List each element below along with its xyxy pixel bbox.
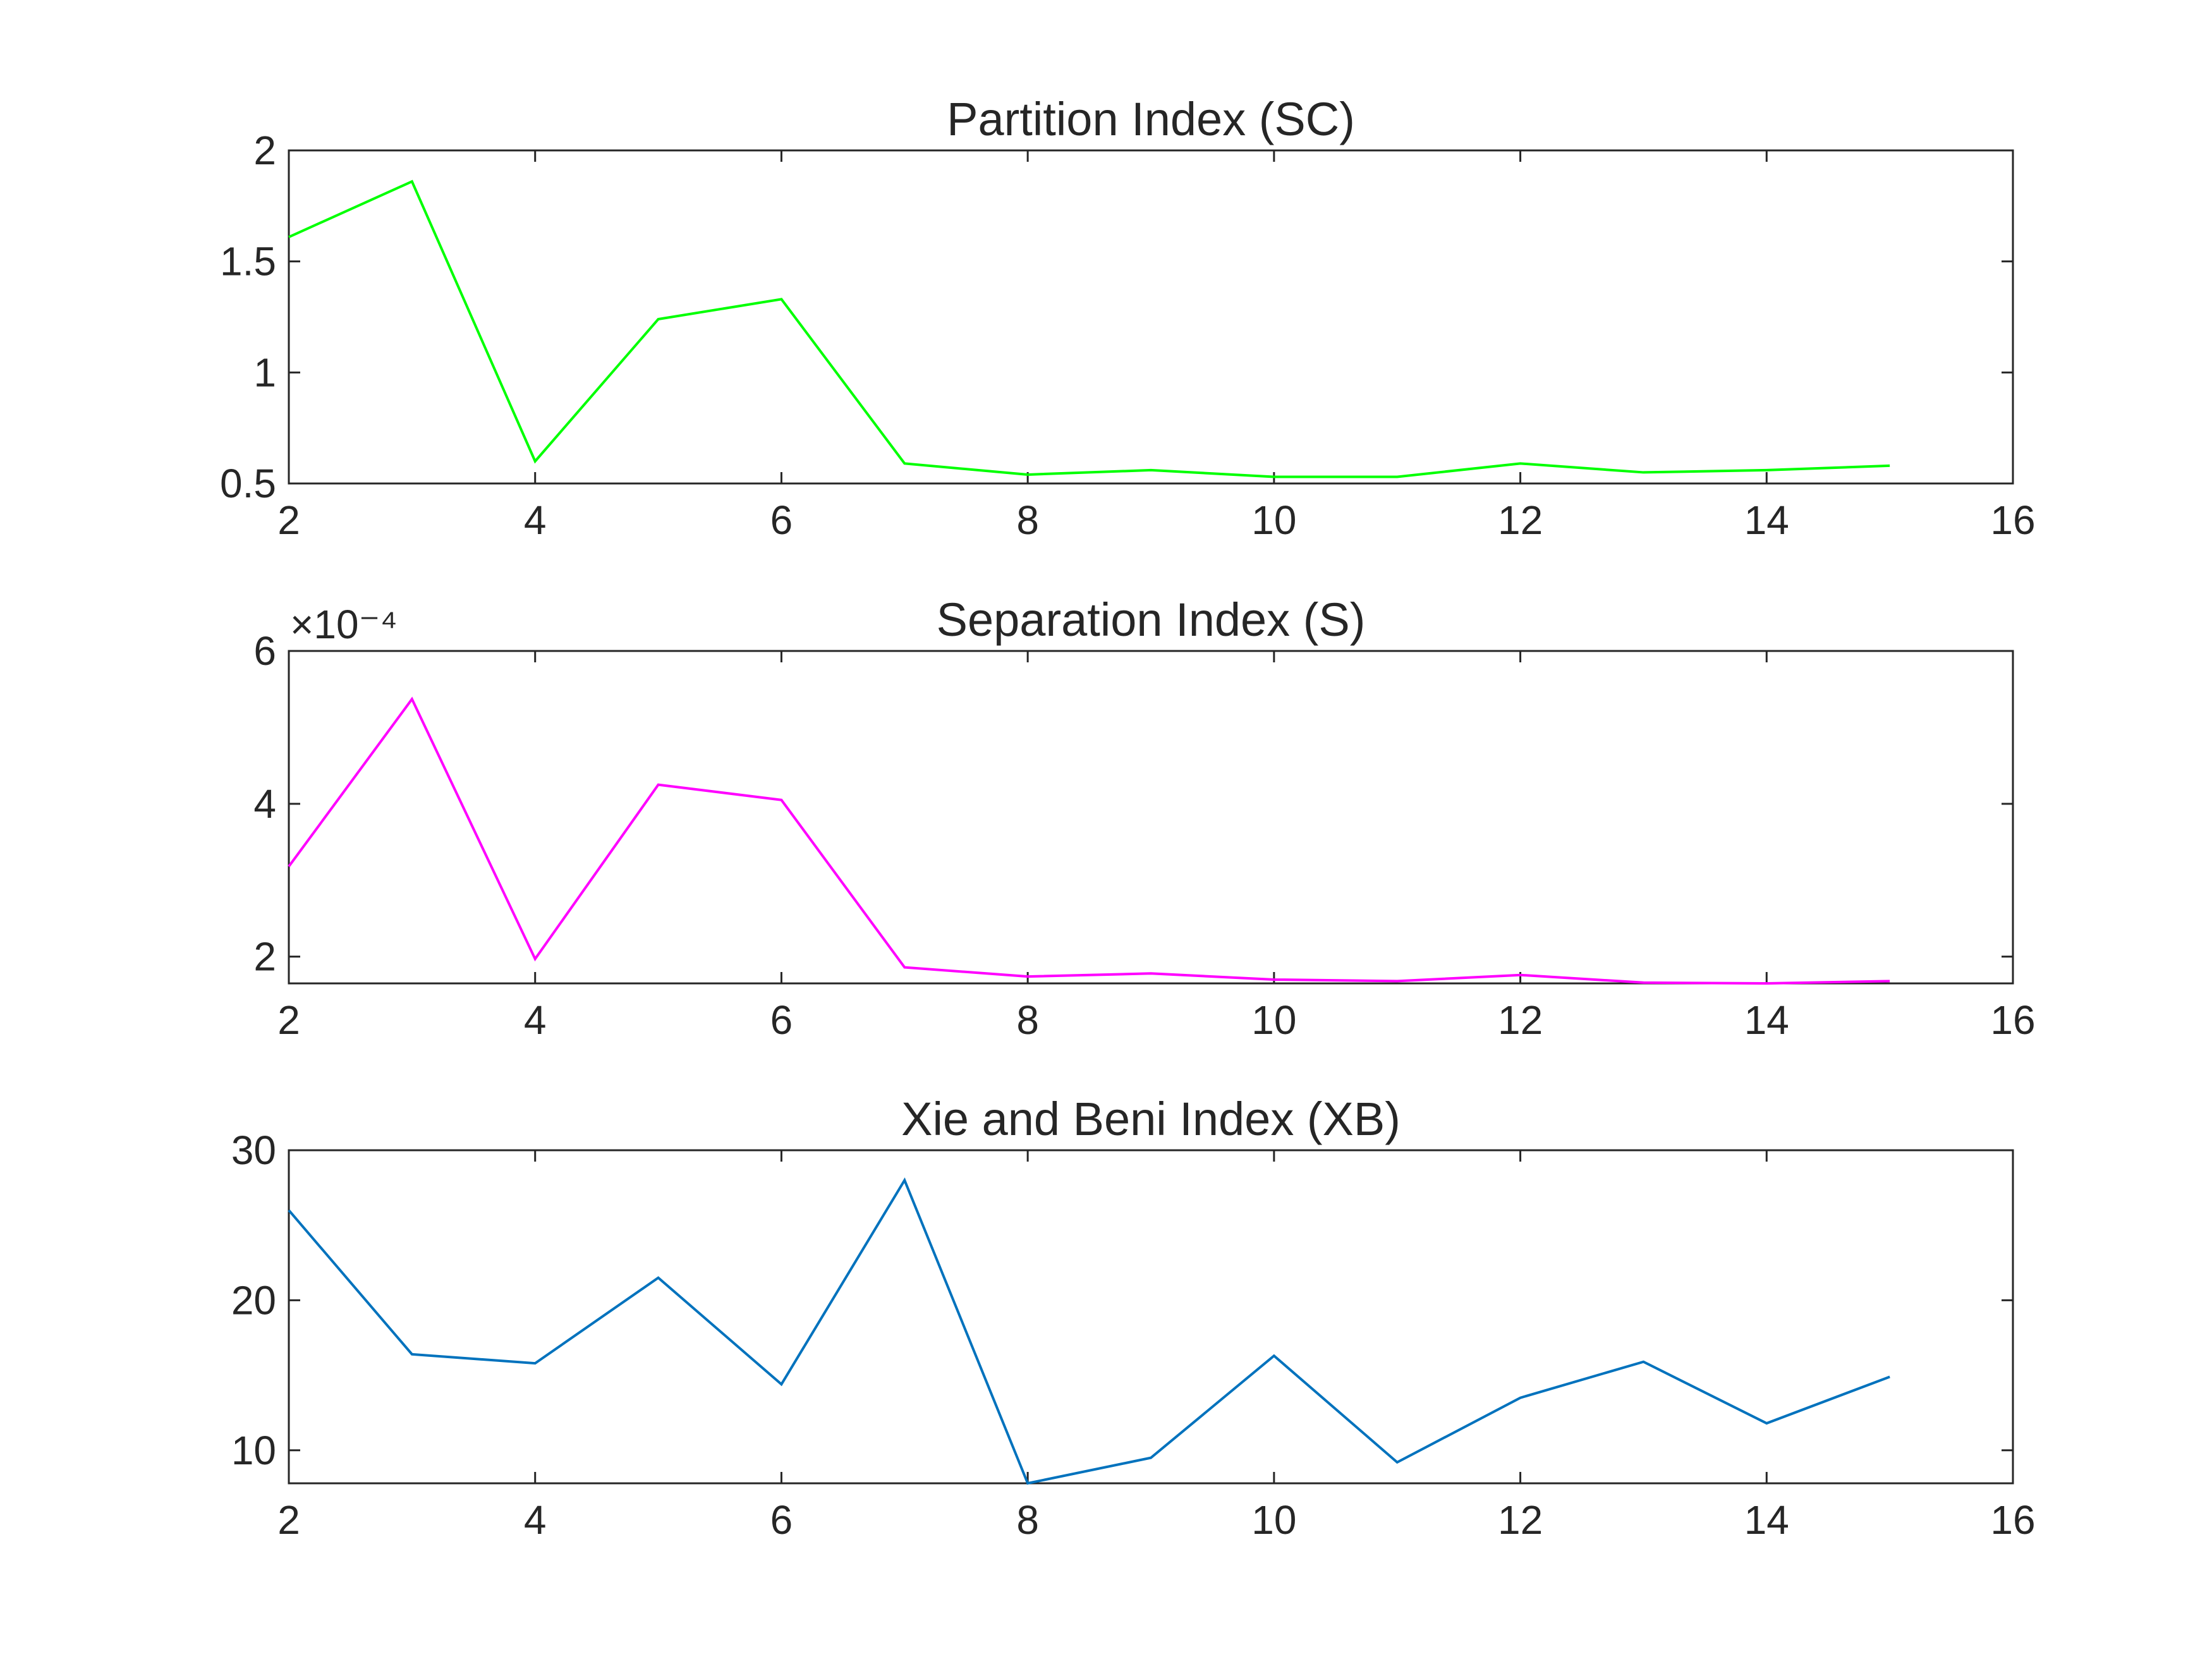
x-tick-label: 10 — [1251, 497, 1296, 543]
y-tick-label: 4 — [253, 781, 276, 827]
y-tick-label: 1.5 — [220, 239, 276, 284]
x-tick-label: 16 — [1990, 997, 2035, 1043]
x-tick-label: 10 — [1251, 1497, 1296, 1543]
x-tick-label: 14 — [1744, 497, 1789, 543]
x-tick-label: 12 — [1498, 997, 1543, 1043]
axes-frame — [288, 1149, 2014, 1485]
subplot-title: Separation Index (S) — [937, 593, 1366, 646]
y-tick-label: 1 — [253, 349, 276, 395]
x-tick-label: 8 — [1016, 497, 1039, 543]
y-tick-label: 2 — [253, 934, 276, 980]
x-tick-label: 6 — [770, 997, 793, 1043]
subplot-3: 2 4 6 8 10 12 14 16 10 20 30 Xie and Beni Index (XB… — [231, 1093, 2036, 1543]
x-tick-label: 6 — [770, 497, 793, 543]
axes-frame — [288, 149, 2014, 485]
series-line — [288, 696, 1890, 985]
x-tick-label: 8 — [1016, 1497, 1039, 1543]
subplot-2: 2 4 6 8 10 12 14 16 2 4 6 Separation Index (S) ×10⁻⁴ — [253, 593, 2035, 1043]
y-tick-label: 20 — [231, 1277, 276, 1323]
y-exponent-label: ×10⁻⁴ — [290, 602, 398, 647]
x-tick-label: 14 — [1744, 997, 1789, 1043]
axes-frame — [288, 650, 2014, 985]
x-tick-label: 12 — [1498, 497, 1543, 543]
y-tick-label: 10 — [231, 1428, 276, 1473]
subplot-title: Xie and Beni Index (XB) — [901, 1093, 1401, 1145]
subplot-title: Partition Index (SC) — [947, 93, 1355, 145]
y-tick-label: 2 — [253, 128, 276, 173]
y-tick-label: 30 — [231, 1127, 276, 1173]
x-tick-label: 16 — [1990, 497, 2035, 543]
y-tick-label: 0.5 — [220, 461, 276, 506]
x-tick-label: 16 — [1990, 1497, 2035, 1543]
x-tick-label: 6 — [770, 1497, 793, 1543]
x-tick-label: 2 — [277, 997, 300, 1043]
subplot-1: 2 4 6 8 10 12 14 16 0.5 1 1.5 2 Partition Index (SC) — [220, 93, 2036, 543]
x-tick-label: 14 — [1744, 1497, 1789, 1543]
x-tick-label: 4 — [524, 997, 547, 1043]
x-tick-label: 8 — [1016, 997, 1039, 1043]
series-line — [288, 179, 1890, 478]
y-tick-label: 6 — [253, 628, 276, 674]
x-tick-label: 2 — [277, 497, 300, 543]
x-tick-label: 4 — [524, 497, 547, 543]
x-tick-label: 2 — [277, 1497, 300, 1543]
x-tick-label: 12 — [1498, 1497, 1543, 1543]
x-tick-label: 10 — [1251, 997, 1296, 1043]
x-tick-label: 4 — [524, 1497, 547, 1543]
series-line — [288, 1177, 1890, 1485]
